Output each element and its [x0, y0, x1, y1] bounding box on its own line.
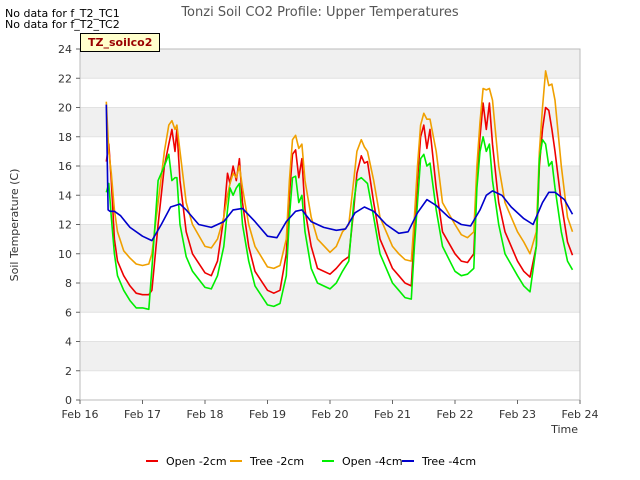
grid-band [80, 49, 580, 79]
grid-band [80, 253, 580, 283]
y-tick-label: 22 [58, 72, 72, 85]
x-tick-label: Feb 22 [437, 408, 474, 421]
grid-band [80, 166, 580, 196]
x-tick-label: Feb 24 [562, 408, 599, 421]
grid-band [80, 107, 580, 137]
series-lines [105, 70, 574, 311]
x-axis-label: Time [550, 423, 578, 436]
series-line-tree-2cm [105, 70, 574, 270]
y-axis-label: Soil Temperature (C) [8, 169, 21, 282]
y-tick-label: 14 [58, 189, 72, 202]
legend: Open -2cm Tree -2cm Open -4cm Tree -4cm [146, 455, 476, 468]
series-line-tree-4cm [105, 104, 574, 242]
grid-band [80, 341, 580, 371]
y-tick-label: 20 [58, 102, 72, 115]
legend-label-open-4cm: Open -4cm [342, 455, 403, 468]
legend-label-tree-4cm: Tree -4cm [421, 455, 476, 468]
site-tag: TZ_soilco2 [80, 33, 161, 52]
y-tick-label: 0 [65, 394, 72, 407]
y-tick-label: 8 [65, 277, 72, 290]
x-tick-label: Feb 18 [187, 408, 224, 421]
grid-band [80, 312, 580, 342]
y-tick-label: 12 [58, 219, 72, 232]
series-line-open-2cm [105, 102, 574, 296]
y-tick-label: 16 [58, 160, 72, 173]
x-tick-label: Feb 19 [249, 408, 286, 421]
x-tick-label: Feb 23 [499, 408, 536, 421]
grid-band [80, 370, 580, 400]
x-tick-label: Feb 20 [312, 408, 349, 421]
no-data-notice-1: No data for f_T2_TC1 [5, 7, 120, 20]
no-data-notice-2: No data for f_T2_TC2 [5, 18, 120, 31]
chart-title: Tonzi Soil CO2 Profile: Upper Temperatur… [180, 5, 459, 20]
y-tick-label: 24 [58, 43, 72, 56]
grid-band [80, 136, 580, 166]
grid-band [80, 78, 580, 108]
x-tick-label: Feb 17 [124, 408, 161, 421]
x-tick-label: Feb 16 [62, 408, 99, 421]
y-tick-label: 4 [65, 336, 72, 349]
y-tick-label: 2 [65, 365, 72, 378]
grid-band [80, 283, 580, 313]
legend-label-tree-2cm: Tree -2cm [249, 455, 304, 468]
y-tick-label: 6 [65, 306, 72, 319]
x-tick-label: Feb 21 [374, 408, 411, 421]
legend-label-open-2cm: Open -2cm [166, 455, 227, 468]
y-tick-label: 10 [58, 248, 72, 261]
x-axis-ticks: Feb 16 Feb 17 Feb 18 Feb 19 Feb 20 Feb 21 Feb … [62, 400, 599, 421]
series-line-open-4cm [105, 136, 574, 311]
y-tick-label: 18 [58, 131, 72, 144]
